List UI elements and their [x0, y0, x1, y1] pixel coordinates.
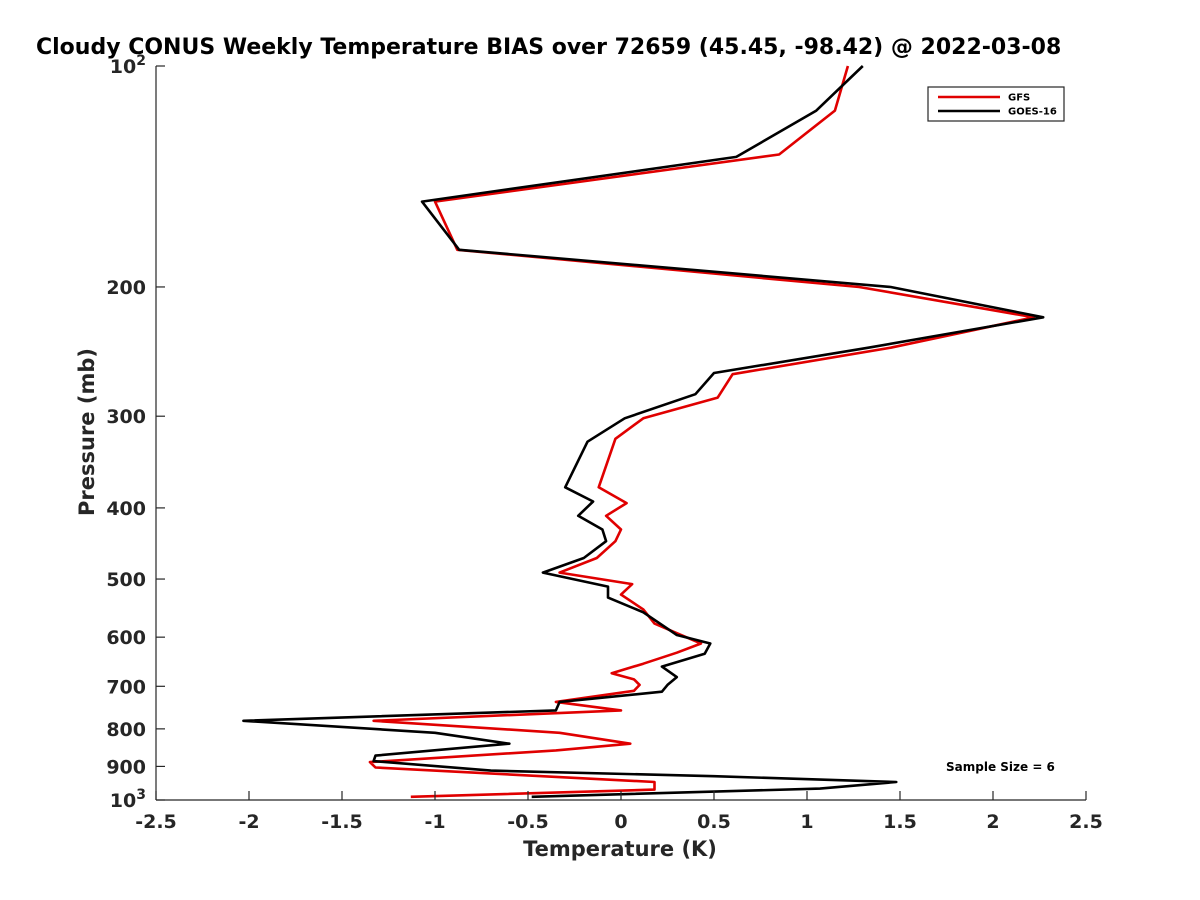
- y-tick-label: 200: [106, 277, 146, 299]
- x-tick-label: 0: [614, 811, 627, 833]
- y-tick-label: 400: [106, 498, 146, 520]
- y-axis-label: Pressure (mb): [75, 348, 99, 516]
- y-tick-label: 600: [106, 627, 146, 649]
- x-tick-label: -1.5: [321, 811, 363, 833]
- y-tick-label: 900: [106, 756, 146, 778]
- x-tick-label: -1: [424, 811, 445, 833]
- x-tick-label: -0.5: [507, 811, 549, 833]
- legend-label-goes-16: GOES-16: [1008, 107, 1057, 118]
- x-tick-label: -2.5: [135, 811, 177, 833]
- chart-title: Cloudy CONUS Weekly Temperature BIAS ove…: [36, 35, 1061, 60]
- plot-area: [242, 65, 1045, 799]
- legend: GFS GOES-16: [927, 86, 1065, 122]
- x-tick-label: 1.5: [883, 811, 917, 833]
- x-tick-label: 1: [800, 811, 813, 833]
- y-tick-label: 103: [110, 787, 146, 812]
- legend-label-gfs: GFS: [1008, 93, 1030, 104]
- y-tick-label: 500: [106, 569, 146, 591]
- y-tick-label: 800: [106, 719, 146, 741]
- y-tick-label: 700: [106, 676, 146, 698]
- legend-box: [927, 86, 1065, 122]
- series-line-goes-16: [242, 65, 1045, 799]
- sample-size-annotation: Sample Size = 6: [946, 760, 1055, 774]
- x-tick-label: 0.5: [697, 811, 731, 833]
- x-tick-label: -2: [238, 811, 259, 833]
- y-tick-label: 300: [106, 406, 146, 428]
- series-line-gfs: [368, 65, 1036, 799]
- x-tick-label: 2: [986, 811, 999, 833]
- axes: -2.5 -2 -1.5 -1 -0.5 0 0.5 1 1.5 2 2.5 102 200 300 400…: [106, 53, 1103, 833]
- x-tick-label: 2.5: [1069, 811, 1103, 833]
- y-tick-label: 102: [110, 53, 146, 78]
- x-axis-label: Temperature (K): [523, 837, 717, 861]
